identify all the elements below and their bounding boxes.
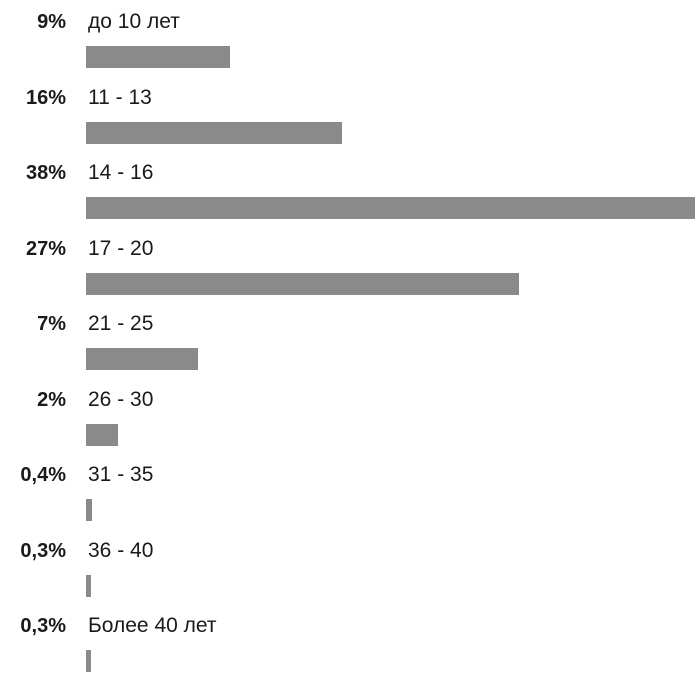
bar-row: 0,3% Более 40 лет	[0, 608, 696, 680]
value-label: 2%	[37, 388, 66, 411]
bar-row: 38% 14 - 16	[0, 155, 696, 227]
value-label: 0,3%	[20, 539, 66, 562]
category-label: 11 - 13	[88, 85, 152, 109]
category-label: 31 - 35	[88, 463, 154, 486]
age-distribution-chart: 9% до 10 лет 16% 11 - 13 38% 14 - 16 27% 17 - 2…	[0, 4, 696, 672]
value-label: 27%	[25, 237, 66, 260]
bar-row: 0,4% 31 - 35	[0, 457, 696, 529]
bar-row: 7% 21 - 25	[0, 306, 696, 378]
bar	[86, 272, 519, 295]
bar-row: 0,3% 36 - 40	[0, 533, 696, 605]
bar	[86, 650, 91, 672]
value-label: 7%	[37, 313, 66, 335]
category-label: 21 - 25	[88, 312, 154, 335]
value-label: 0,3%	[20, 615, 66, 637]
category-label: до 10 лет	[88, 10, 180, 33]
bar-row: 27% 17 - 20	[0, 231, 696, 303]
bar	[86, 197, 695, 219]
value-label: 38%	[25, 162, 66, 184]
bar	[86, 348, 199, 370]
bar	[86, 499, 93, 521]
category-label: 26 - 30	[88, 387, 154, 411]
value-label: 16%	[25, 86, 66, 109]
bar	[86, 423, 119, 446]
category-label: 14 - 16	[88, 161, 154, 184]
value-label: 0,4%	[20, 464, 66, 486]
value-label: 9%	[37, 11, 66, 33]
category-label: Более 40 лет	[88, 614, 217, 637]
bar	[86, 121, 343, 144]
category-label: 17 - 20	[88, 236, 154, 260]
bar-row: 16% 11 - 13	[0, 80, 696, 152]
bar	[86, 46, 231, 68]
category-label: 36 - 40	[88, 538, 154, 562]
bar-row: 9% до 10 лет	[0, 4, 696, 76]
bar-row: 2% 26 - 30	[0, 382, 696, 454]
bar	[86, 574, 91, 597]
